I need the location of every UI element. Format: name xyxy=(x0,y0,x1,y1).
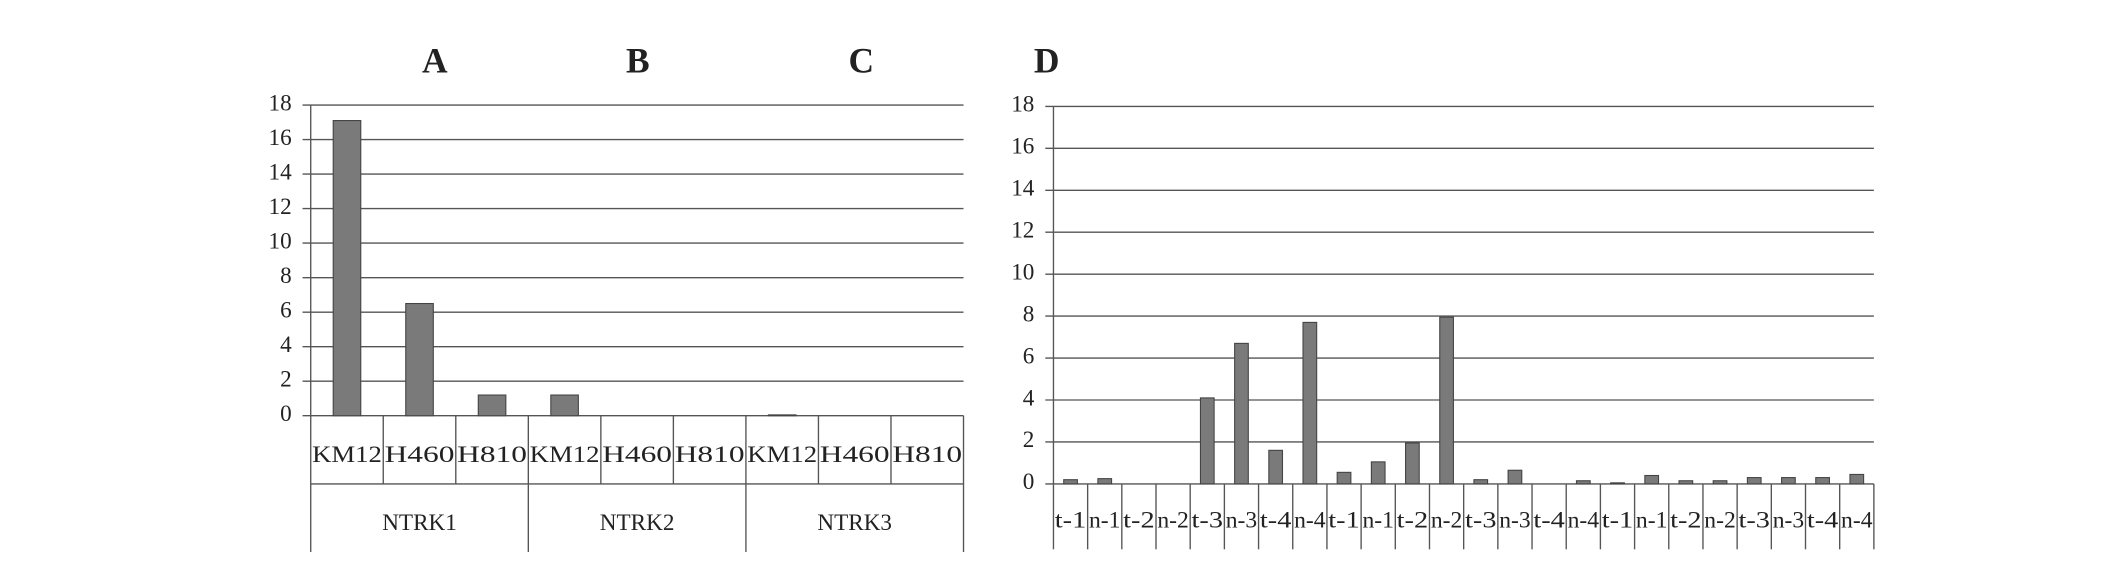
y-tick-label: 12 xyxy=(268,194,291,220)
group-label: NTRK3 xyxy=(817,510,892,536)
x-tick-label: n-2 xyxy=(1704,507,1735,533)
x-tick-label: t-1 xyxy=(1328,507,1359,533)
x-tick-label: H460 xyxy=(602,442,672,468)
x-tick-label: t-4 xyxy=(1260,507,1292,533)
y-tick-label: 12 xyxy=(1011,218,1034,244)
y-tick-label: 8 xyxy=(1023,301,1035,327)
y-tick-label: 14 xyxy=(268,159,292,185)
bar xyxy=(1336,471,1352,485)
bar xyxy=(1439,316,1454,485)
x-tick-label: n-1 xyxy=(1089,507,1120,533)
group-label: NTRK1 xyxy=(382,510,457,536)
x-tick-label: t-2 xyxy=(1123,507,1154,533)
bar xyxy=(332,120,362,417)
bar xyxy=(1405,442,1420,485)
y-tick-label: 8 xyxy=(280,263,292,289)
panel-label: A xyxy=(422,40,448,80)
y-tick-label: 4 xyxy=(1023,385,1035,411)
x-tick-label: t-3 xyxy=(1739,507,1770,533)
y-tick-label: 0 xyxy=(1023,469,1035,495)
x-tick-label: H810 xyxy=(892,442,962,468)
x-tick-label: n-3 xyxy=(1773,507,1804,533)
y-tick-label: 2 xyxy=(1023,427,1035,453)
x-tick-label: n-4 xyxy=(1294,507,1326,533)
chart-title: D xyxy=(1034,40,1060,80)
y-tick-label: 10 xyxy=(268,228,291,254)
bar xyxy=(1644,474,1660,485)
x-tick-label: H810 xyxy=(675,442,745,468)
bar xyxy=(1370,461,1386,485)
bar xyxy=(1746,477,1762,485)
x-tick-label: KM12 xyxy=(747,442,817,468)
bar xyxy=(767,414,797,417)
x-tick-label: KM12 xyxy=(530,442,600,468)
bar xyxy=(1815,477,1830,485)
bar xyxy=(1678,480,1694,485)
x-tick-label: t-1 xyxy=(1602,507,1633,533)
x-tick-label: KM12 xyxy=(312,442,382,468)
x-tick-label: H810 xyxy=(457,442,527,468)
y-tick-label: 18 xyxy=(1011,92,1034,118)
x-tick-label: t-4 xyxy=(1533,507,1565,533)
y-tick-label: 16 xyxy=(268,125,291,151)
bar xyxy=(1473,479,1489,485)
bar xyxy=(550,394,579,417)
bar xyxy=(1507,469,1523,485)
y-tick-label: 6 xyxy=(1023,343,1035,369)
y-tick-label: 14 xyxy=(1011,176,1035,202)
x-tick-label: t-4 xyxy=(1807,507,1839,533)
bar xyxy=(1234,342,1249,485)
y-tick-label: 0 xyxy=(280,401,292,427)
y-tick-label: 10 xyxy=(1011,259,1034,285)
y-tick-label: 16 xyxy=(1011,134,1034,160)
x-tick-label: H460 xyxy=(385,442,455,468)
bar xyxy=(1302,321,1318,485)
panel-label: B xyxy=(626,40,650,80)
x-tick-label: t-2 xyxy=(1397,507,1428,533)
x-tick-label: n-2 xyxy=(1157,507,1188,533)
y-tick-label: 6 xyxy=(280,297,292,323)
x-tick-label: n-3 xyxy=(1226,507,1257,533)
bar xyxy=(1849,473,1865,485)
group-label: NTRK2 xyxy=(600,510,675,536)
x-tick-label: n-4 xyxy=(1568,507,1600,533)
x-tick-label: t-3 xyxy=(1465,507,1496,533)
bar xyxy=(1712,480,1728,485)
y-tick-label: 2 xyxy=(280,367,292,393)
x-tick-label: H460 xyxy=(820,442,890,468)
x-tick-label: n-2 xyxy=(1431,507,1462,533)
bar xyxy=(1610,482,1625,485)
bar xyxy=(1575,480,1591,485)
bar xyxy=(405,302,434,417)
bar xyxy=(1063,479,1078,485)
bar xyxy=(1199,397,1215,485)
panel-label: C xyxy=(849,40,875,80)
x-tick-label: t-1 xyxy=(1055,507,1086,533)
x-tick-label: t-2 xyxy=(1670,507,1701,533)
y-tick-label: 18 xyxy=(268,90,291,116)
x-tick-label: n-3 xyxy=(1499,507,1530,533)
bar xyxy=(1781,477,1796,485)
y-tick-label: 4 xyxy=(280,332,292,358)
bar xyxy=(477,394,507,417)
x-tick-label: n-1 xyxy=(1636,507,1667,533)
x-tick-label: n-1 xyxy=(1362,507,1393,533)
bar xyxy=(1268,449,1284,485)
x-tick-label: n-4 xyxy=(1841,507,1873,533)
bar xyxy=(1097,478,1113,485)
x-tick-label: t-3 xyxy=(1192,507,1223,533)
